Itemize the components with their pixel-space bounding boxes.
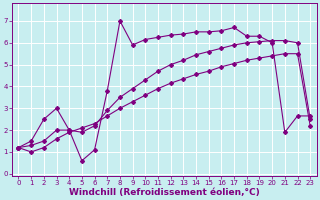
X-axis label: Windchill (Refroidissement éolien,°C): Windchill (Refroidissement éolien,°C) xyxy=(69,188,260,197)
